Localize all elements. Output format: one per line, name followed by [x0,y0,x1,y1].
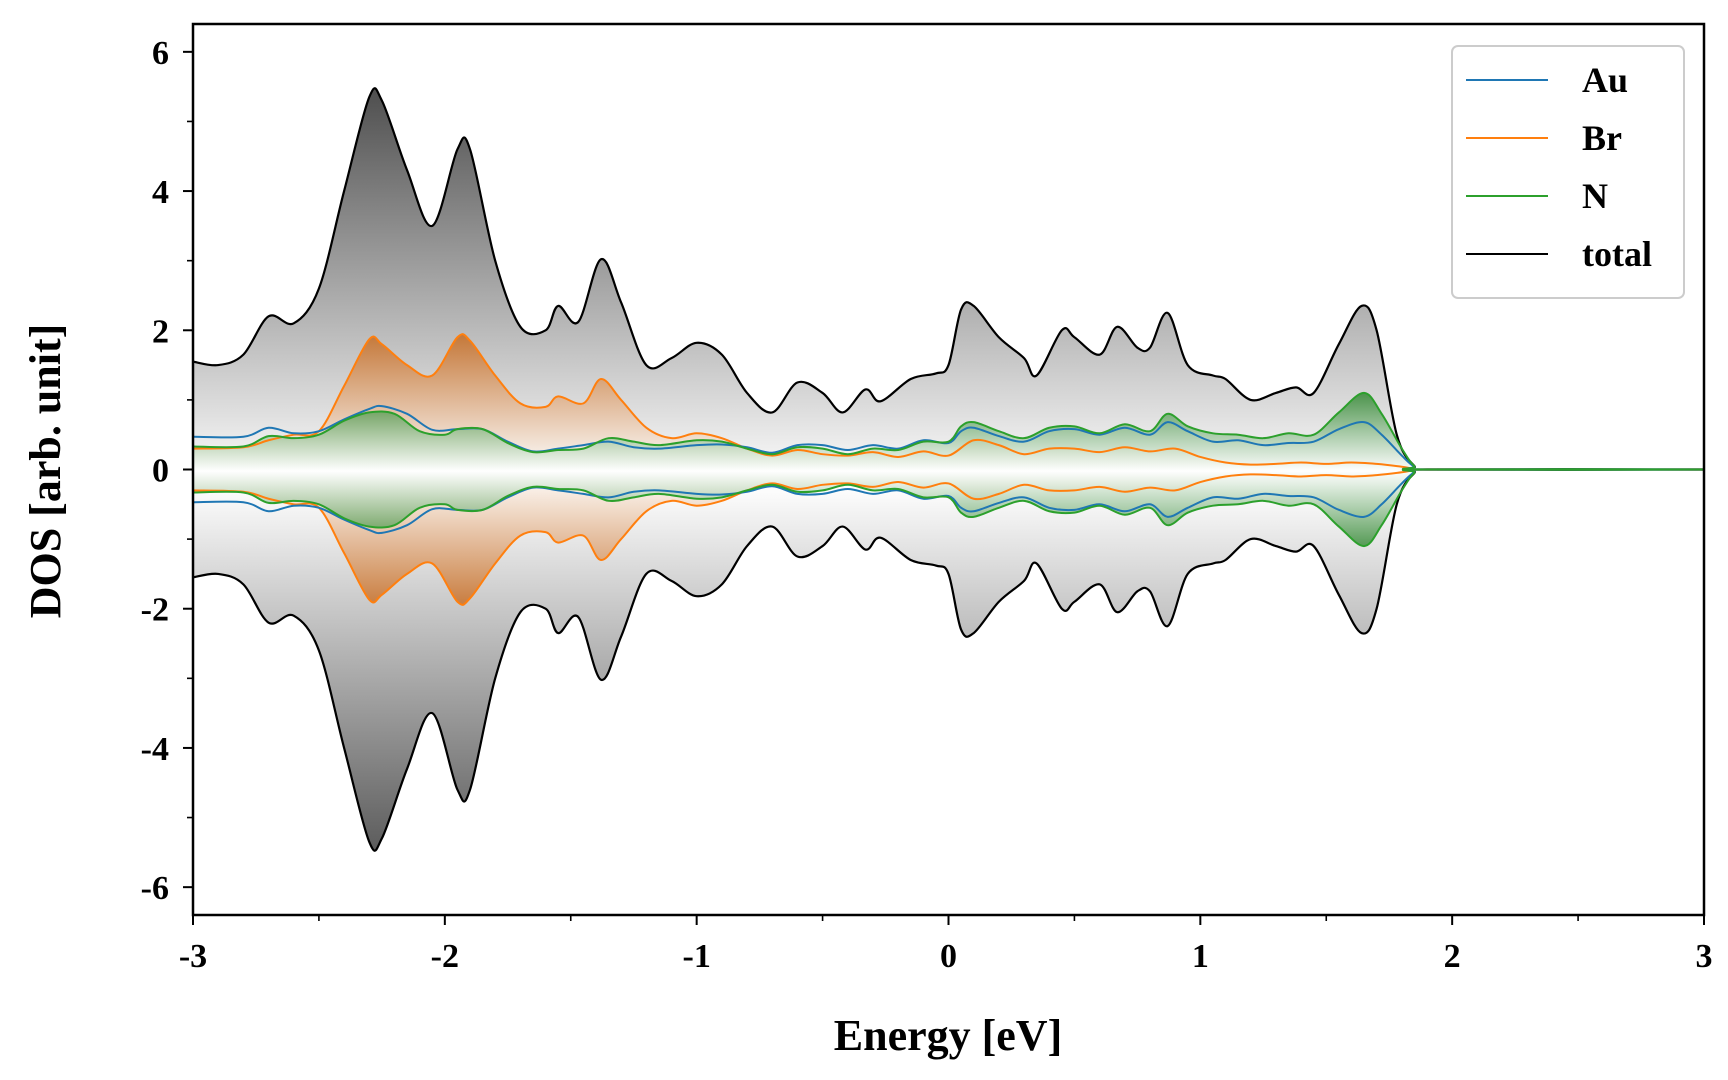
y-tick-label: -2 [141,592,169,629]
x-axis-title: Energy [eV] [834,1011,1063,1060]
line-n-up [193,391,1704,471]
x-tick-label: 1 [1192,938,1209,975]
dos-lines [193,87,1704,852]
x-tick-label: -2 [431,938,459,975]
y-tick-label: -6 [141,870,169,907]
y-tick-label: -4 [141,731,169,768]
line-total-up [193,87,1704,471]
y-axis-title: DOS [arb. unit] [21,324,70,619]
legend-label-n: N [1582,176,1608,216]
line-total-down [193,468,1704,852]
legend-label-total: total [1582,234,1652,274]
legend-label-br: Br [1582,118,1622,158]
x-tick-label: -3 [179,938,207,975]
y-tick-label: 4 [152,174,169,211]
line-br-up [193,333,1704,471]
y-tick-label: 0 [152,453,169,490]
x-tick-label: 2 [1444,938,1461,975]
legend-label-au: Au [1582,60,1628,100]
line-au-up [193,404,1704,471]
y-tick-label: 2 [152,313,169,350]
x-tick-label: -1 [683,938,711,975]
fill-n [193,392,1704,547]
y-axis: -6 -4 -2 0 2 4 6 [141,35,193,907]
y-tick-label: 6 [152,35,169,72]
x-tick-label: 0 [940,938,957,975]
line-br-down [193,468,1704,606]
line-n-down [193,468,1704,548]
line-au-down [193,468,1704,535]
x-tick-label: 3 [1696,938,1713,975]
legend-box [1451,45,1685,299]
x-axis: -3 -2 -1 0 1 2 3 [179,915,1713,975]
